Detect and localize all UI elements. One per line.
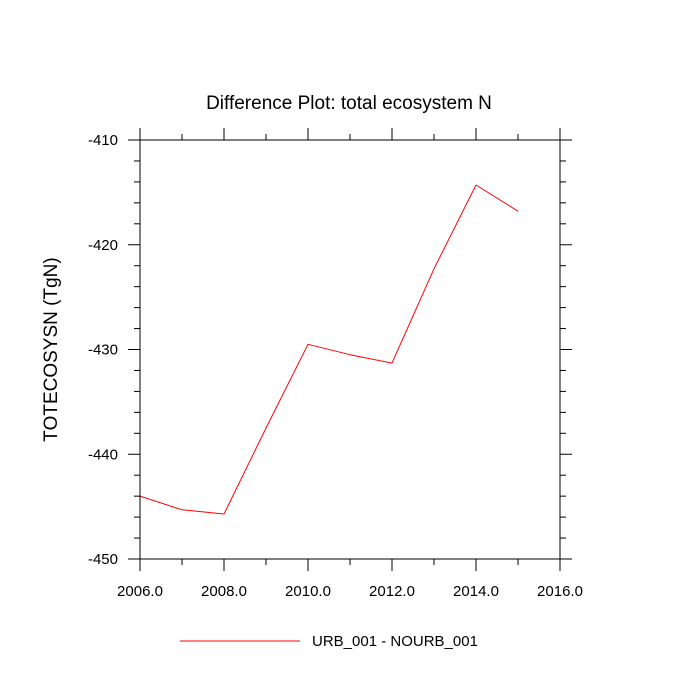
x-tick-label: 2014.0: [453, 583, 499, 600]
y-tick-label: -450: [88, 551, 118, 568]
legend: URB_001 - NOURB_001: [180, 633, 478, 650]
y-tick-label: -430: [88, 342, 118, 359]
axis-ticks: [128, 128, 572, 571]
data-series: [139, 184, 519, 515]
y-tick-label: -410: [88, 132, 118, 149]
x-tick-label: 2016.0: [537, 583, 583, 600]
x-tick-label: 2008.0: [201, 583, 247, 600]
chart-title: Difference Plot: total ecosystem N: [206, 93, 492, 114]
x-tick-label: 2012.0: [369, 583, 415, 600]
x-tick-label: 2010.0: [285, 583, 331, 600]
series-line: [139, 184, 519, 515]
legend-label: URB_001 - NOURB_001: [312, 633, 478, 650]
y-axis-label: TOTECOSYSN (TgN): [41, 257, 62, 441]
y-tick-label: -420: [88, 237, 118, 254]
axis-tick-labels: 2006.0 2008.0 2010.0 2012.0 2014.0 2016.0 -450…: [88, 132, 583, 600]
y-tick-label: -440: [88, 446, 118, 463]
x-tick-label: 2006.0: [117, 583, 163, 600]
plot-frame: [139, 139, 561, 560]
